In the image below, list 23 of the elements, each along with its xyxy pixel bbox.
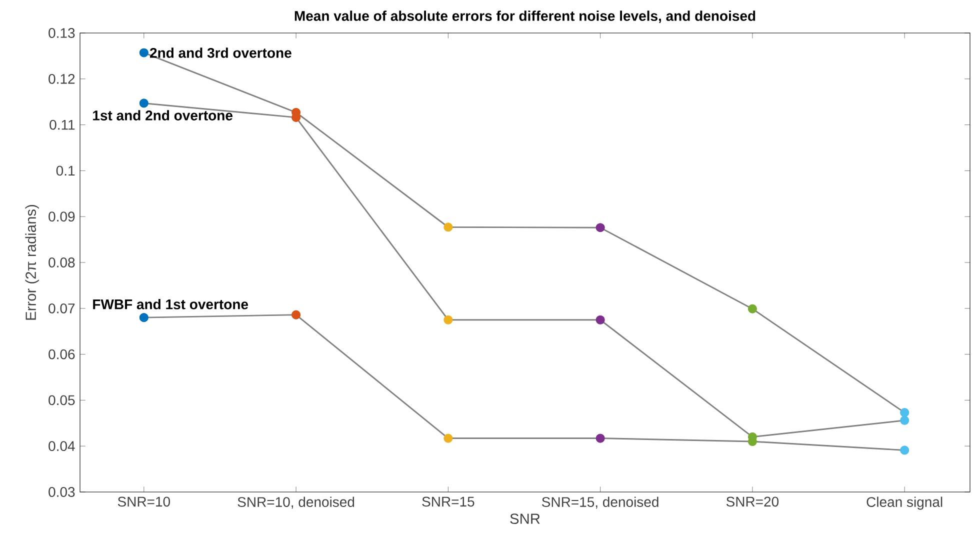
y-tick-label: 0.09 bbox=[48, 212, 75, 222]
x-tick-label: SNR=10 bbox=[118, 496, 170, 507]
x-tick-label: Clean signal bbox=[866, 496, 942, 510]
y-tick-label: 0.05 bbox=[48, 395, 75, 406]
x-tick-label: SNR=20 bbox=[726, 496, 779, 507]
series-label: FWBF and 1st overtone bbox=[93, 299, 248, 310]
series-label: 2nd and 3rd overtone bbox=[150, 48, 292, 58]
y-tick-label: 0.08 bbox=[48, 258, 75, 268]
y-tick-label: 0.06 bbox=[48, 349, 75, 360]
y-tick-label: 0.07 bbox=[48, 303, 75, 314]
x-tick-label: SNR=10, denoised bbox=[238, 496, 354, 509]
y-tick-label: 0.13 bbox=[48, 28, 75, 38]
y-tick-label: 0.12 bbox=[48, 74, 75, 84]
y-axis-title: Error (2π radians) bbox=[25, 204, 39, 320]
y-tick-label: 0.04 bbox=[48, 441, 75, 452]
x-tick-label: SNR=15, denoised bbox=[542, 496, 658, 509]
series-label: 1st and 2nd overtone bbox=[93, 110, 232, 120]
chart-title: Mean value of absolute errors for different noise levels, and denoised bbox=[294, 10, 756, 23]
x-axis-title: SNR bbox=[510, 514, 540, 524]
x-tick-label: SNR=15 bbox=[422, 496, 474, 507]
y-tick-label: 0.11 bbox=[50, 120, 75, 130]
y-tick-label: 0.1 bbox=[56, 166, 75, 176]
y-tick-label: 0.03 bbox=[48, 487, 75, 497]
